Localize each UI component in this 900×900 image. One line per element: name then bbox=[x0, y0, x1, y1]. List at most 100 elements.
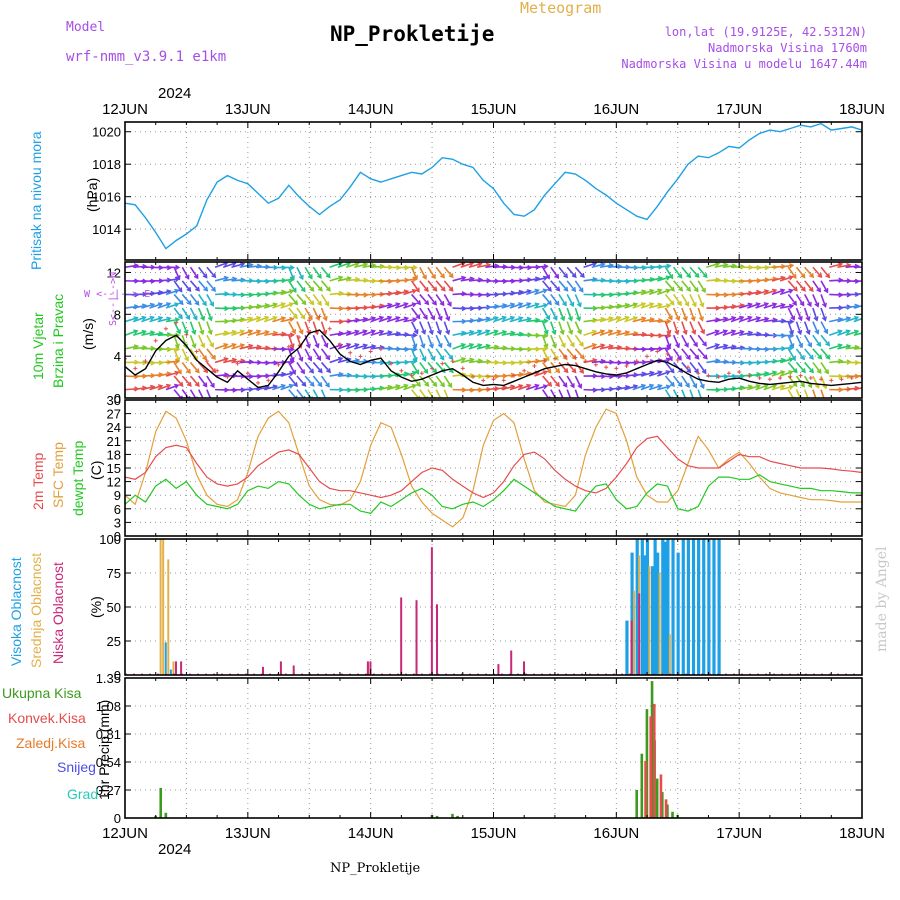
wind-arrow bbox=[526, 303, 539, 309]
wind-arrow bbox=[181, 293, 192, 305]
wind-arrowhead bbox=[649, 383, 655, 389]
wind-arrow bbox=[706, 359, 720, 364]
wind-arrow bbox=[296, 321, 304, 334]
wind-arrowhead bbox=[194, 381, 200, 388]
wind-arrow bbox=[861, 362, 862, 364]
cloud-bar-0 bbox=[645, 539, 650, 675]
wind-arrow-field bbox=[125, 262, 875, 398]
wind-arrow bbox=[443, 321, 450, 335]
wind-arrow bbox=[157, 317, 171, 323]
wind-arrow bbox=[673, 375, 683, 387]
wind-arrow bbox=[255, 316, 269, 323]
wind-gust-mark bbox=[604, 365, 609, 370]
wind-arrow bbox=[231, 318, 245, 323]
wind-arrowhead bbox=[788, 329, 795, 336]
wind-arrow bbox=[337, 331, 351, 337]
wind-arrow bbox=[214, 276, 228, 282]
wind-arrowhead bbox=[821, 302, 827, 308]
wind-arrowhead bbox=[790, 315, 796, 321]
wind-arrow bbox=[803, 375, 813, 388]
wind-arrowhead bbox=[526, 383, 532, 389]
wind-arrowhead bbox=[788, 384, 795, 390]
wind-arrowhead bbox=[666, 345, 672, 351]
wind-arrow bbox=[272, 317, 286, 323]
wind-arrow bbox=[386, 332, 401, 337]
wind-arrowhead bbox=[354, 343, 360, 349]
wind-arrow bbox=[189, 389, 197, 398]
wind-arrow bbox=[541, 307, 551, 320]
wind-arrow bbox=[173, 389, 183, 398]
wind-gust-mark bbox=[716, 374, 721, 379]
wind-gust-mark bbox=[655, 349, 660, 354]
ytick-label-precip: 0.27 bbox=[96, 783, 121, 798]
wind-arrow bbox=[198, 375, 208, 387]
wind-arrowhead bbox=[863, 304, 867, 308]
wind-arrowhead bbox=[431, 274, 436, 280]
wind-arrowhead bbox=[739, 315, 745, 321]
wind-arrow bbox=[542, 375, 552, 387]
wind-gust-mark bbox=[645, 354, 650, 359]
wind-arrowhead bbox=[872, 279, 875, 283]
wind-arrowhead bbox=[665, 288, 671, 294]
cloud-bar-2 bbox=[523, 661, 526, 675]
wind-arrow bbox=[591, 318, 605, 323]
wind-gust-mark bbox=[440, 361, 445, 366]
precip-bar-0 bbox=[650, 681, 654, 818]
wind-arrowhead bbox=[301, 300, 307, 306]
wind-arrowhead bbox=[792, 300, 797, 306]
wind-arrow bbox=[812, 348, 823, 360]
wind-arrow bbox=[509, 332, 523, 337]
wind-arrowhead bbox=[632, 315, 639, 321]
wind-arrow bbox=[787, 334, 794, 348]
wind-arrow bbox=[657, 358, 671, 364]
wind-arrow bbox=[149, 384, 163, 391]
wind-arrow bbox=[362, 330, 375, 336]
wind-arrow bbox=[280, 278, 294, 282]
wind-arrow bbox=[804, 348, 814, 360]
wind-arrowhead bbox=[420, 343, 426, 349]
wind-arrow bbox=[771, 289, 785, 296]
wind-arrowhead bbox=[313, 329, 320, 336]
wind-arrow bbox=[820, 266, 830, 278]
wind-arrow bbox=[493, 316, 506, 323]
cloud-bar-1 bbox=[668, 634, 671, 675]
wind-gust-mark bbox=[634, 359, 639, 364]
wind-arrowhead bbox=[542, 288, 548, 294]
wind-arrowhead bbox=[209, 342, 214, 348]
wind-arrow bbox=[681, 389, 687, 398]
wind-arrowhead bbox=[788, 370, 794, 376]
wind-arrowhead bbox=[665, 275, 672, 281]
ytick-label-cloud: 75 bbox=[107, 566, 121, 581]
wind-arrowhead bbox=[666, 318, 672, 325]
wind-arrowhead bbox=[723, 343, 729, 349]
wind-arrow bbox=[435, 266, 445, 279]
wind-arrowhead bbox=[133, 316, 139, 322]
wind-arrow bbox=[501, 316, 515, 323]
wind-arrow bbox=[337, 343, 351, 350]
wind-arrow bbox=[534, 385, 548, 391]
wind-arrowhead bbox=[632, 384, 639, 390]
wind-arrow bbox=[223, 330, 236, 336]
wind-arrow bbox=[534, 265, 548, 269]
wind-arrow bbox=[173, 321, 181, 334]
wind-gust-mark bbox=[696, 371, 701, 376]
wind-arrow bbox=[820, 375, 827, 389]
wind-arrowhead bbox=[863, 346, 867, 350]
wind-arrow bbox=[460, 343, 474, 350]
wind-arrowhead bbox=[186, 300, 192, 306]
wind-arrow bbox=[362, 317, 376, 323]
wind-arrowhead bbox=[203, 286, 209, 292]
ytick-label-precip: 0.54 bbox=[96, 755, 121, 770]
wind-arrow bbox=[304, 361, 314, 374]
x-label-top-18JUN: 18JUN bbox=[839, 101, 885, 118]
cloud-bar-2 bbox=[400, 597, 403, 675]
wind-arrow bbox=[370, 346, 384, 350]
wind-arrowhead bbox=[289, 359, 295, 365]
wind-arrow bbox=[697, 321, 705, 334]
wind-arrow bbox=[189, 375, 200, 387]
wind-arrow bbox=[197, 389, 204, 398]
year-top: 2024 bbox=[158, 85, 191, 102]
wind-arrow bbox=[296, 389, 305, 398]
wind-arrow bbox=[697, 280, 706, 293]
wind-arrow bbox=[526, 318, 540, 323]
